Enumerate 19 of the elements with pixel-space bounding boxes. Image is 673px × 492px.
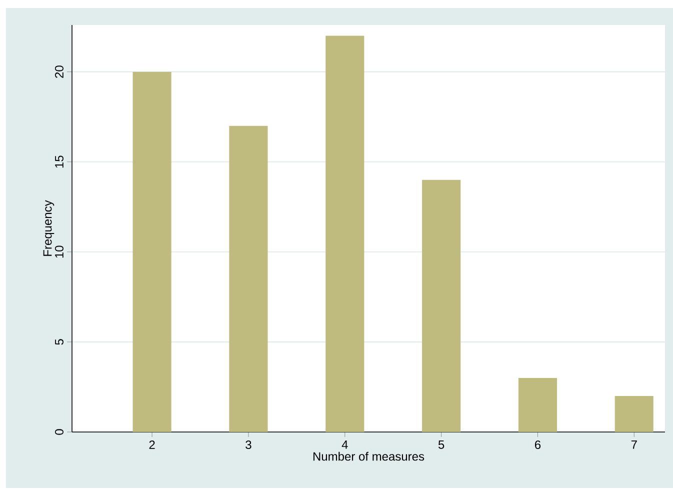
- y-tick-label: 5: [55, 339, 64, 345]
- y-axis-title: Frequency: [43, 200, 54, 256]
- x-axis-title: Number of measures: [313, 452, 424, 461]
- x-tick-label: 3: [246, 440, 252, 450]
- y-tick-label: 15: [55, 156, 64, 168]
- bar: [229, 126, 268, 432]
- bar: [132, 72, 172, 432]
- bar: [614, 396, 654, 432]
- y-tick-label: 10: [54, 246, 64, 258]
- bar: [518, 378, 558, 432]
- y-tick-label: 20: [54, 66, 64, 78]
- x-tick-label: 7: [631, 440, 637, 449]
- y-tick-label: 0: [54, 429, 64, 435]
- bar: [326, 36, 364, 432]
- x-tick-label: 2: [149, 440, 155, 449]
- bar: [422, 180, 461, 432]
- x-tick-label: 4: [342, 440, 348, 449]
- x-tick-label: 6: [535, 440, 541, 450]
- x-tick-label: 5: [438, 440, 444, 449]
